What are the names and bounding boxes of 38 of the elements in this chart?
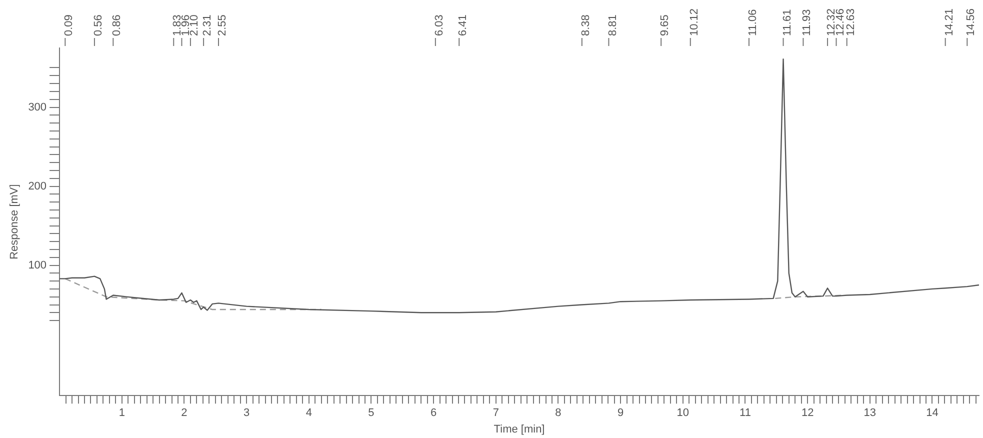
x-tick-label: 2: [181, 407, 188, 420]
x-tick-label: 12: [801, 407, 814, 420]
ref-line-label: 11.93: [801, 9, 814, 36]
y-tick-label: 300: [28, 101, 47, 114]
x-tick-label: 8: [555, 407, 562, 420]
x-tick-label: 9: [618, 407, 624, 420]
x-tick-label: 11: [740, 407, 751, 420]
y-axis-title: Response [mV]: [8, 184, 21, 260]
x-tick-label: 5: [368, 407, 374, 420]
x-tick-label: 7: [492, 407, 499, 420]
y-tick-label: 200: [28, 180, 47, 192]
ref-line-label: 8.38: [580, 14, 592, 36]
ref-line-label: 2.31: [202, 14, 214, 36]
ref-line-label: 0.56: [92, 14, 104, 36]
x-tick-label: 14: [926, 407, 938, 420]
ref-line-label: 12.63: [844, 8, 857, 36]
y-tick-label: 100: [28, 259, 47, 272]
ref-line-label: 0.09: [63, 14, 76, 36]
ref-line-label: 11.06: [747, 9, 760, 36]
x-tick-label: 3: [243, 407, 250, 420]
x-tick-label: 13: [864, 407, 876, 420]
ref-line-label: 2.55: [216, 14, 229, 36]
ref-line-label: 14.56: [965, 8, 978, 36]
ref-line-label: 11.61: [781, 9, 794, 36]
ref-line-label: 9.65: [659, 14, 672, 36]
x-tick-label: 1: [118, 407, 125, 420]
x-tick-label: 10: [676, 407, 690, 420]
ref-line-label: 2.10: [188, 14, 200, 36]
ref-line-label: 8.81: [606, 14, 619, 36]
ref-line-label: 12.46: [834, 8, 846, 36]
ref-line-label: 14.21: [943, 8, 956, 36]
ref-line-label: 0.86: [111, 14, 124, 36]
ref-line-label: 6.03: [433, 14, 446, 36]
x-axis-title: Time [min]: [494, 423, 545, 436]
ref-line-label: 6.41: [457, 14, 470, 36]
x-tick-label: 4: [306, 407, 312, 420]
x-tick-label: 6: [430, 407, 437, 420]
ref-line-label: 10.12: [688, 8, 700, 36]
